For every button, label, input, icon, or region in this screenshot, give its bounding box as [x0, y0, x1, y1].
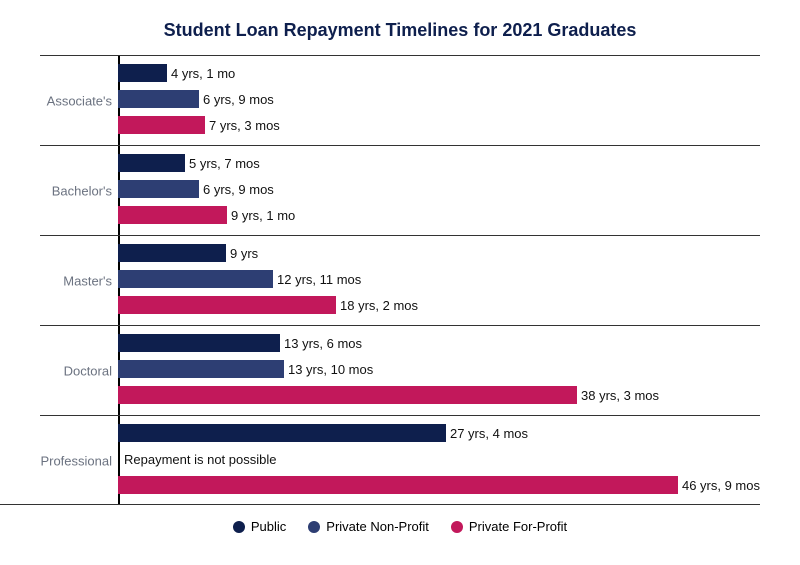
- bar-row: 6 yrs, 9 mos: [118, 180, 760, 198]
- bar-value-label: 12 yrs, 11 mos: [277, 272, 361, 287]
- bar: [118, 180, 199, 198]
- legend-swatch-icon: [451, 521, 463, 533]
- bar: [118, 296, 336, 314]
- legend-item: Private Non-Profit: [308, 519, 429, 534]
- bar: [118, 206, 227, 224]
- bar-row: 27 yrs, 4 mos: [118, 424, 760, 442]
- bar-value-label: 6 yrs, 9 mos: [203, 92, 274, 107]
- category-group: Professional27 yrs, 4 mosRepayment is no…: [40, 415, 760, 505]
- bar: [118, 154, 185, 172]
- chart-container: Student Loan Repayment Timelines for 202…: [0, 0, 800, 565]
- bar-row: 6 yrs, 9 mos: [118, 90, 760, 108]
- category-group: Associate's4 yrs, 1 mo6 yrs, 9 mos7 yrs,…: [40, 55, 760, 145]
- category-label: Associate's: [36, 93, 112, 108]
- legend: Public Private Non-Profit Private For-Prof…: [40, 519, 760, 534]
- category-label: Professional: [36, 453, 112, 468]
- bar-row: 5 yrs, 7 mos: [118, 154, 760, 172]
- bar-value-label: 18 yrs, 2 mos: [340, 298, 418, 313]
- group-divider: [0, 504, 760, 505]
- bar: [118, 360, 284, 378]
- bar-value-label: 27 yrs, 4 mos: [450, 426, 528, 441]
- category-label: Bachelor's: [36, 183, 112, 198]
- bar-value-label: 13 yrs, 10 mos: [288, 362, 373, 377]
- legend-label: Private Non-Profit: [326, 519, 429, 534]
- legend-swatch-icon: [233, 521, 245, 533]
- bar: [118, 386, 577, 404]
- bar-row: 9 yrs: [118, 244, 760, 262]
- bar-value-label: 46 yrs, 9 mos: [682, 478, 760, 493]
- category-group: Master's9 yrs12 yrs, 11 mos18 yrs, 2 mos: [40, 235, 760, 325]
- bar-value-label: 5 yrs, 7 mos: [189, 156, 260, 171]
- bar-value-label: 9 yrs: [230, 246, 258, 261]
- chart-title: Student Loan Repayment Timelines for 202…: [40, 20, 760, 41]
- bar-row: 18 yrs, 2 mos: [118, 296, 760, 314]
- bar-value-label: 38 yrs, 3 mos: [581, 388, 659, 403]
- bar: [118, 244, 226, 262]
- category-label: Master's: [36, 273, 112, 288]
- bar-value-label: Repayment is not possible: [124, 452, 276, 467]
- legend-item: Private For-Profit: [451, 519, 567, 534]
- bar-row: 4 yrs, 1 mo: [118, 64, 760, 82]
- bar-row: 38 yrs, 3 mos: [118, 386, 760, 404]
- bar-value-label: 4 yrs, 1 mo: [171, 66, 235, 81]
- bar: [118, 116, 205, 134]
- bar-value-label: 7 yrs, 3 mos: [209, 118, 280, 133]
- legend-swatch-icon: [308, 521, 320, 533]
- category-group: Bachelor's5 yrs, 7 mos6 yrs, 9 mos9 yrs,…: [40, 145, 760, 235]
- bar-row: 7 yrs, 3 mos: [118, 116, 760, 134]
- legend-item: Public: [233, 519, 286, 534]
- bar: [118, 476, 678, 494]
- bar-row: Repayment is not possible: [118, 450, 760, 468]
- plot-area: Associate's4 yrs, 1 mo6 yrs, 9 mos7 yrs,…: [118, 55, 760, 505]
- bar: [118, 334, 280, 352]
- bar-row: 13 yrs, 6 mos: [118, 334, 760, 352]
- category-group: Doctoral13 yrs, 6 mos13 yrs, 10 mos38 yr…: [40, 325, 760, 415]
- bar-value-label: 6 yrs, 9 mos: [203, 182, 274, 197]
- bar: [118, 424, 446, 442]
- legend-label: Public: [251, 519, 286, 534]
- bar: [118, 64, 167, 82]
- bar: [118, 90, 199, 108]
- bar-row: 46 yrs, 9 mos: [118, 476, 760, 494]
- bar-value-label: 9 yrs, 1 mo: [231, 208, 295, 223]
- legend-label: Private For-Profit: [469, 519, 567, 534]
- category-label: Doctoral: [36, 363, 112, 378]
- bar: [118, 270, 273, 288]
- bar-row: 13 yrs, 10 mos: [118, 360, 760, 378]
- bar-row: 12 yrs, 11 mos: [118, 270, 760, 288]
- bar-row: 9 yrs, 1 mo: [118, 206, 760, 224]
- bar-value-label: 13 yrs, 6 mos: [284, 336, 362, 351]
